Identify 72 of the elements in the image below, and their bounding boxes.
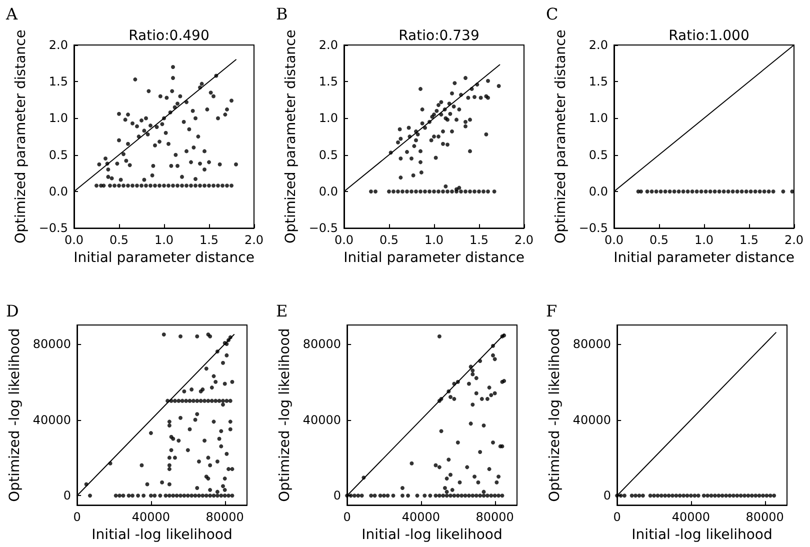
x-tick-label: 0.0 — [334, 233, 354, 248]
x-tick-label: 80000 — [746, 510, 784, 524]
chart-title: Ratio:0.490 — [128, 28, 210, 44]
y-tick-label: −0.5 — [578, 221, 608, 236]
y-tick-label: 0 — [333, 488, 342, 503]
text: F — [546, 302, 558, 320]
x-tick-label: 0.5 — [379, 233, 399, 248]
x-tick-label: 1.0 — [424, 233, 444, 248]
x-tick-label: 0.0 — [64, 233, 84, 248]
x-tick-label: 1.0 — [154, 233, 174, 248]
x-tick-label: 1.5 — [739, 233, 759, 248]
x-tick-label: 2.0 — [244, 233, 264, 248]
x-tick-label: 0.0 — [604, 233, 624, 248]
x-axis-title: Initial -log likelihood — [362, 527, 502, 543]
y-tick-label: 80000 — [302, 336, 342, 351]
y-tick-label: 2.0 — [318, 38, 338, 52]
y-axis-title: Optimized -log likelihood — [7, 328, 23, 502]
x-axis-title: Initial -log likelihood — [632, 527, 772, 543]
y-axis-title: Optimized -log likelihood — [277, 328, 293, 502]
chart-title: Ratio:1.000 — [668, 28, 750, 44]
y-axis-title: Optimized -log likelihood — [547, 328, 563, 502]
y-tick-label: 1.5 — [48, 74, 68, 89]
text: C — [546, 4, 558, 24]
text: E — [276, 302, 288, 320]
y-tick-label: 1.5 — [318, 74, 338, 89]
y-tick-label: 2.0 — [588, 38, 608, 52]
text: B — [276, 4, 288, 24]
x-tick-label: 2.0 — [784, 233, 804, 248]
y-axis-title: Optimized parameter distance — [282, 30, 299, 244]
chart-title: Ratio:0.739 — [398, 28, 480, 44]
text: D — [6, 302, 19, 320]
x-tick-label: 80000 — [476, 510, 514, 524]
x-tick-label: 80000 — [206, 510, 244, 524]
x-tick-label: 40000 — [132, 510, 170, 524]
x-tick-label: 0 — [343, 510, 351, 524]
y-tick-label: 0.5 — [318, 148, 338, 162]
y-tick-label: 1.0 — [48, 111, 68, 126]
y-axis-title: Optimized parameter distance — [552, 30, 569, 244]
y-tick-label: 80000 — [32, 336, 72, 351]
x-tick-label: 1.0 — [694, 233, 714, 248]
y-tick-label: 2.0 — [48, 38, 68, 52]
y-tick-label: 0.0 — [318, 184, 338, 198]
y-tick-label: 40000 — [32, 412, 72, 427]
y-tick-label: 40000 — [572, 412, 612, 427]
y-tick-label: 0 — [63, 488, 72, 503]
y-tick-label: 0.5 — [48, 148, 68, 162]
y-axis-title: Optimized parameter distance — [12, 30, 29, 244]
y-tick-label: 0.0 — [48, 184, 68, 198]
x-tick-label: 2.0 — [514, 233, 534, 248]
x-tick-label: 0.5 — [109, 233, 129, 248]
y-tick-label: 40000 — [302, 412, 342, 427]
y-tick-label: 80000 — [572, 336, 612, 351]
x-axis-title: Initial -log likelihood — [92, 527, 232, 543]
x-tick-label: 40000 — [402, 510, 440, 524]
y-tick-label: −0.5 — [38, 221, 68, 236]
x-tick-label: 1.5 — [199, 233, 219, 248]
x-axis-title: Initial parameter distance — [74, 250, 254, 266]
y-tick-label: 1.5 — [588, 74, 608, 89]
x-axis-title: Initial parameter distance — [344, 250, 524, 266]
y-tick-label: 1.0 — [318, 111, 338, 126]
x-tick-label: 40000 — [672, 510, 710, 524]
x-tick-label: 0.5 — [649, 233, 669, 248]
x-axis-title: Initial parameter distance — [614, 250, 794, 266]
y-tick-label: 1.0 — [588, 111, 608, 126]
y-tick-label: 0.0 — [588, 184, 608, 198]
x-tick-label: 1.5 — [469, 233, 489, 248]
x-tick-label: 0 — [613, 510, 621, 524]
y-tick-label: −0.5 — [308, 221, 338, 236]
y-tick-label: 0 — [603, 488, 612, 503]
text: A — [5, 4, 18, 24]
y-tick-label: 0.5 — [588, 148, 608, 162]
x-tick-label: 0 — [73, 510, 81, 524]
